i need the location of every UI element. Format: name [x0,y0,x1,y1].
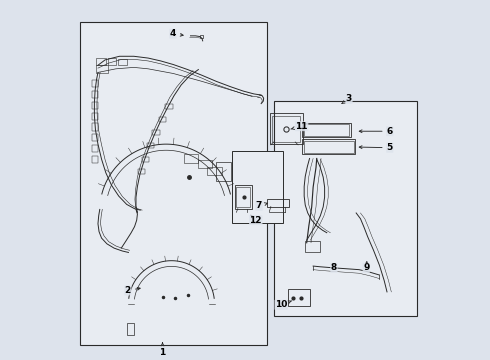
Bar [92,113,98,120]
Bar [198,160,212,168]
Bar [138,169,146,174]
Bar [302,123,351,137]
Bar [216,162,231,181]
Bar [302,139,355,154]
Bar [159,117,166,122]
Bar [118,59,126,65]
Bar [236,187,250,207]
Text: 5: 5 [359,143,393,152]
Bar [142,157,149,162]
Text: 4: 4 [170,29,183,38]
Text: 2: 2 [125,286,140,295]
Text: 9: 9 [363,262,369,273]
Bar [207,167,221,175]
Bar [235,185,252,209]
Bar [92,102,98,109]
Bar [272,116,300,142]
Bar [267,199,290,207]
Bar [304,140,354,153]
Bar [92,134,98,141]
Bar [288,289,310,306]
Text: 11: 11 [291,122,308,131]
Text: 7: 7 [256,201,268,210]
Text: 6: 6 [359,127,393,136]
Bar [274,101,417,316]
Text: 12: 12 [249,215,262,225]
Bar [184,154,198,163]
Bar [304,124,349,135]
Bar [92,145,98,152]
Bar [304,241,319,252]
Bar [92,156,98,163]
Text: 3: 3 [342,94,352,104]
Bar [96,58,106,65]
Text: 1: 1 [159,343,166,357]
Bar [80,22,267,345]
Bar [108,58,116,65]
Text: 8: 8 [331,264,337,273]
Bar [92,80,98,87]
Bar [200,36,203,39]
Text: 10: 10 [275,300,292,309]
Bar [92,123,98,131]
Bar [270,113,303,144]
Bar [147,143,154,148]
Bar [166,104,172,109]
Bar [152,130,160,135]
Bar [127,323,134,335]
Bar [232,151,283,223]
Bar [92,91,98,98]
Bar [96,65,108,73]
